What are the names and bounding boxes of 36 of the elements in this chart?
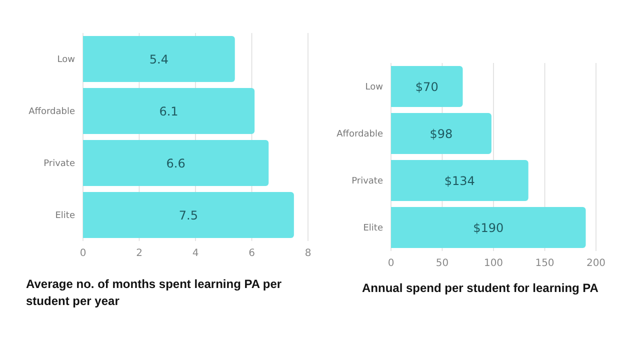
x-tick-label: 6 <box>248 248 255 260</box>
y-tick-label: Private <box>352 176 384 187</box>
x-tick-label: 50 <box>436 258 449 270</box>
data-label: 6.6 <box>166 156 186 170</box>
y-tick-label: Affordable <box>336 130 384 140</box>
bar <box>83 192 294 238</box>
text: Average no. of months spent learning PA per student per year <box>26 276 283 310</box>
y-tick-label: Low <box>365 82 383 93</box>
data-label: $134 <box>444 174 475 188</box>
bar <box>391 160 528 201</box>
x-tick-label: 0 <box>388 258 394 270</box>
data-label: $190 <box>473 220 504 235</box>
y-tick-label: Elite <box>363 224 384 234</box>
bar <box>391 207 586 248</box>
bar <box>83 140 269 186</box>
x-tick-label: 150 <box>535 258 554 270</box>
x-tick-label: 2 <box>136 248 142 260</box>
text: Annual spend per student for learning PA <box>362 280 600 297</box>
x-tick-label: 8 <box>304 248 312 260</box>
y-tick-label: Elite <box>55 211 76 222</box>
y-tick-label: Low <box>57 55 75 66</box>
y-tick-label: Affordable <box>28 107 76 118</box>
x-tick-label: 100 <box>484 258 504 270</box>
data-label: 7.5 <box>178 208 198 222</box>
data-label: $70 <box>415 80 438 94</box>
y-tick-label: Private <box>44 159 76 170</box>
x-tick-label: 0 <box>80 248 86 260</box>
bar <box>391 113 492 154</box>
data-label: 5.4 <box>149 52 168 66</box>
x-tick-label: 4 <box>192 248 199 260</box>
bar <box>83 36 235 82</box>
x-tick-label: 200 <box>586 258 606 270</box>
bar <box>83 88 255 134</box>
data-label: 6.1 <box>159 104 178 118</box>
bar <box>391 66 463 107</box>
data-label: $98 <box>430 126 453 141</box>
